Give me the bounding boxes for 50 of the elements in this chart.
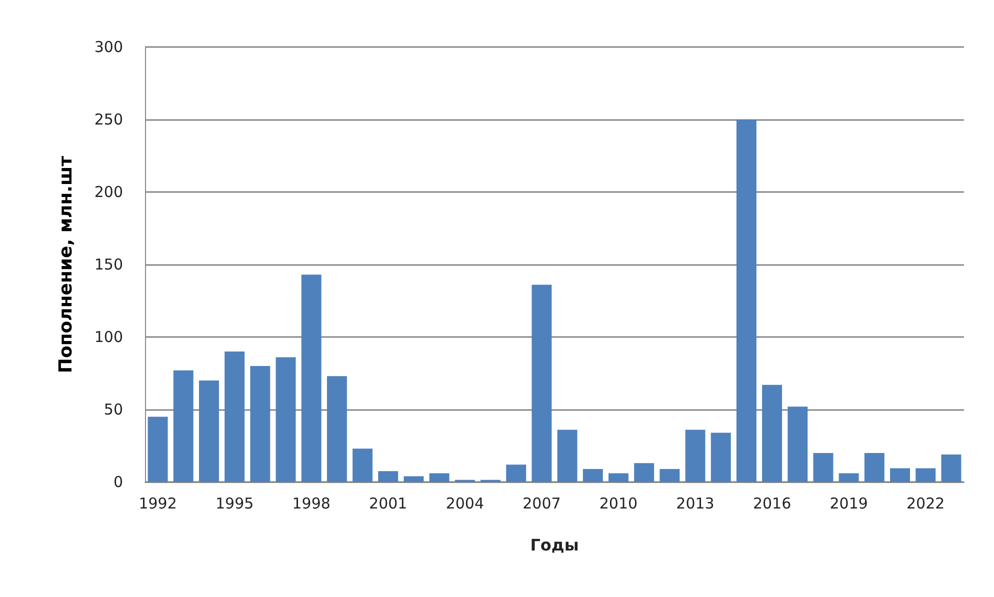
bar: [736, 120, 756, 482]
bar: [788, 406, 808, 482]
bar: [608, 473, 628, 482]
x-tick-label: 2007: [522, 494, 561, 512]
bar: [404, 476, 424, 482]
bar: [378, 471, 398, 482]
bar: [634, 463, 654, 482]
bar: [864, 453, 884, 482]
y-axis-title: Пополнение, млн.шт: [56, 155, 76, 374]
x-tick-label: 1992: [138, 494, 177, 512]
bar: [941, 454, 962, 482]
bar: [276, 357, 296, 482]
bar: [352, 448, 373, 482]
bar: [532, 284, 552, 482]
bar: [224, 352, 245, 482]
y-tick-label: 150: [94, 256, 123, 274]
y-tick-label: 200: [94, 183, 123, 201]
bar: [582, 468, 603, 482]
bar: [890, 468, 910, 482]
x-axis-title: Годы: [530, 536, 579, 554]
bar: [685, 430, 706, 482]
y-tick-label: 300: [94, 38, 123, 56]
x-tick-label: 1998: [292, 494, 330, 512]
x-tick-label: 2004: [446, 494, 484, 512]
x-tick-label: 2013: [676, 494, 714, 512]
bar: [916, 468, 936, 482]
bar: [710, 432, 731, 482]
bar: [250, 366, 270, 482]
bar: [838, 473, 859, 482]
x-tick-label: 2001: [369, 494, 408, 512]
x-tick-label: 2016: [752, 494, 792, 512]
bar: [148, 416, 168, 482]
bar: [429, 473, 450, 482]
y-tick-label: 0: [113, 473, 123, 491]
bar: [301, 274, 322, 482]
y-tick-label: 50: [104, 400, 123, 418]
bar: [660, 468, 680, 482]
bar: [199, 380, 219, 482]
y-tick-label: 250: [94, 110, 123, 128]
bar: [813, 453, 834, 482]
bar: [173, 370, 194, 482]
bar: [506, 464, 526, 482]
x-tick-label: 2019: [830, 494, 868, 512]
bar: [762, 384, 782, 482]
x-tick-label: 2010: [599, 494, 638, 512]
x-tick-label: 1995: [215, 494, 254, 512]
bar: [326, 376, 347, 482]
bar: [557, 430, 578, 482]
x-tick-label: 2022: [906, 494, 945, 512]
y-tick-label: 100: [94, 328, 123, 346]
